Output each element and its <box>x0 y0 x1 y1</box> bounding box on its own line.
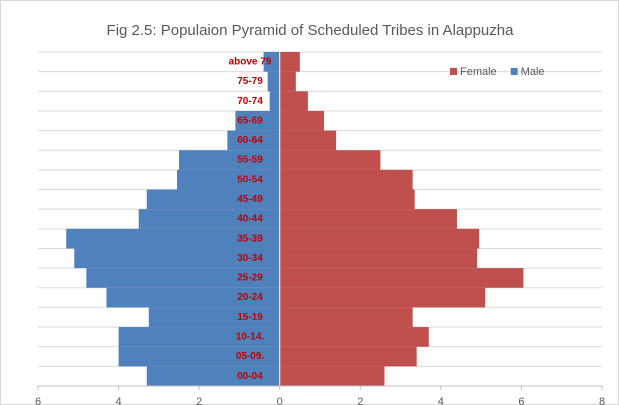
x-tick-label: 4 <box>438 396 444 405</box>
bar <box>227 130 280 151</box>
category-label: 25-29 <box>237 273 263 284</box>
category-label: 35-39 <box>237 233 263 244</box>
x-tick-label: 2 <box>357 396 363 405</box>
bar <box>279 91 308 111</box>
bar <box>279 327 429 347</box>
x-tick-label: 8 <box>599 396 605 405</box>
bar <box>176 169 280 190</box>
bar <box>179 150 280 170</box>
category-label: 50-54 <box>237 174 263 185</box>
bar <box>279 110 325 131</box>
bar <box>118 346 280 367</box>
category-label: 60-64 <box>237 135 263 146</box>
bar <box>279 268 524 288</box>
bar <box>279 52 300 72</box>
bar <box>66 228 280 249</box>
bar <box>146 189 280 210</box>
legend-label: Male <box>521 66 545 78</box>
bar <box>235 110 280 131</box>
bar <box>279 189 415 210</box>
x-tick-label: 6 <box>518 396 524 405</box>
bar <box>279 130 337 151</box>
bar <box>269 91 280 111</box>
category-label: 20-24 <box>237 292 263 303</box>
bar <box>74 248 280 269</box>
category-label: above 79 <box>229 56 272 67</box>
category-label: 10-14. <box>236 332 265 343</box>
bar <box>279 71 296 92</box>
bar <box>263 52 280 72</box>
x-tick-label: 4 <box>116 396 122 405</box>
bar <box>279 228 480 249</box>
bar <box>279 366 385 386</box>
x-tick-label: 0 <box>277 396 283 405</box>
x-tick-label: 2 <box>196 396 202 405</box>
legend-swatch <box>450 68 457 75</box>
bar <box>118 327 280 347</box>
category-label: 75-79 <box>237 76 263 87</box>
chart-title: Fig 2.5: Populaion Pyramid of Scheduled … <box>107 22 515 39</box>
bar <box>279 169 413 190</box>
bar <box>279 346 417 367</box>
bar <box>138 209 280 229</box>
bar <box>86 268 280 288</box>
category-label: 15-19 <box>237 312 263 323</box>
bar <box>279 248 478 269</box>
category-label: 00-04 <box>237 371 263 382</box>
bar <box>106 287 280 308</box>
category-label: 45-49 <box>237 194 263 205</box>
legend-swatch <box>510 68 518 75</box>
category-label: 65-69 <box>237 115 263 126</box>
category-label: 70-74 <box>237 96 263 107</box>
legend-label: Female <box>460 66 497 78</box>
category-label: 05-09. <box>236 351 265 362</box>
bar <box>279 209 457 229</box>
bar <box>267 71 280 92</box>
category-label: 40-44 <box>237 214 263 225</box>
bar <box>279 307 413 328</box>
x-tick-label: 6 <box>35 396 41 405</box>
bar <box>279 287 486 308</box>
category-label: 30-34 <box>237 253 263 264</box>
bar <box>146 366 280 386</box>
category-label: 55-59 <box>237 155 263 166</box>
bar <box>279 150 381 170</box>
bar <box>148 307 280 328</box>
